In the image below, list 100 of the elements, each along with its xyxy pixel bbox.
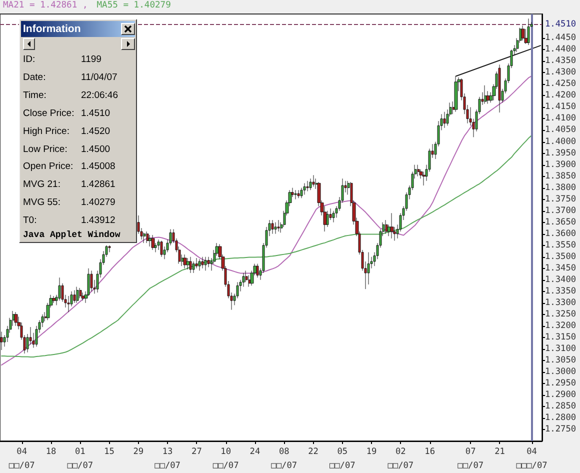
y-tick-label: 1.4100: [545, 114, 576, 124]
text: MA21 = 1.42861 ,: [3, 0, 88, 10]
candlestick: [256, 264, 259, 278]
candlestick: [146, 231, 149, 244]
annotation: 1.4520: [81, 126, 110, 138]
candlestick: [204, 256, 207, 271]
candlestick: [195, 258, 198, 269]
x-tick-label: 10 □□/07: [212, 447, 239, 471]
annotation: Time:: [23, 90, 46, 102]
y-tick-label: 1.2800: [545, 412, 576, 423]
y-tick-label: 1.3850: [545, 171, 576, 182]
y-tick-label: 1.2900: [545, 390, 576, 400]
candlestick: [390, 212, 394, 239]
annotation: Java Applet Window: [23, 229, 120, 241]
candlestick: [192, 261, 195, 274]
y-tick-label: 1.3400: [545, 274, 576, 285]
candlestick: [0, 331, 3, 350]
x-tick-label: 22: [308, 447, 318, 457]
candlestick: [385, 220, 388, 234]
y-tick-label: 1.2750: [545, 424, 576, 434]
y-tick-label: 1.3150: [545, 332, 576, 342]
candlestick: [143, 232, 146, 244]
annotation: 1199: [81, 54, 102, 66]
annotation: 1.45008: [81, 161, 116, 174]
candlestick: [73, 290, 76, 304]
x-tick-label: 29: [133, 447, 144, 457]
x-tick-label: 01 □□/07: [67, 447, 94, 471]
y-tick-label: 1.2950: [545, 378, 576, 388]
candlestick: [498, 64, 501, 113]
candlestick: [52, 296, 56, 304]
candlestick: [484, 85, 487, 104]
y-tick-label: 1.3900: [545, 160, 576, 170]
candlestick: [312, 174, 315, 187]
candlestick: [201, 256, 204, 269]
line-series: [0, 75, 532, 366]
x-tick-label: 07 □□/07: [458, 447, 484, 471]
candlestick: [306, 180, 309, 192]
candlestick: [294, 190, 297, 200]
y-tick-label: 1.3650: [545, 217, 576, 228]
annotation: 1.40279: [81, 197, 116, 210]
annotation: Date:: [23, 72, 46, 84]
y-tick-label: 1.3550: [545, 240, 576, 250]
text: MA55 = 1.40279: [96, 0, 171, 10]
y-tick-label: 1.4050: [545, 125, 576, 136]
annotation: 1.42861: [81, 179, 116, 192]
x-tick-label: 24: [250, 447, 260, 457]
y-tick-label: 1.3950: [545, 148, 576, 158]
x-tick-label: 05 □□/07: [329, 447, 356, 471]
annotation: Information: [23, 22, 81, 36]
x-tick-label: 04 □□□/07: [516, 447, 548, 471]
x-tick-label: 27: [192, 447, 202, 457]
candlestick: [274, 222, 277, 234]
y-tick-label: 1.3600: [545, 228, 576, 239]
annotation: 1.43912: [81, 215, 116, 228]
y-tick-label: 1.3350: [545, 286, 576, 296]
x-tick-label: 04 □□/07: [8, 447, 35, 471]
annotation: MVG 55:: [23, 197, 60, 210]
y-tick-label: 1.3000: [545, 366, 576, 377]
candlestick: [309, 178, 312, 190]
candlestick: [90, 270, 93, 292]
candlestick: [186, 258, 190, 270]
annotation: 1.4500: [81, 144, 110, 156]
candlestick: [271, 220, 274, 234]
annotation: MVG 21:: [23, 179, 60, 192]
x-tick-label: 21: [494, 447, 505, 457]
annotation: Low Price:: [23, 144, 68, 156]
y-tick-label: 1.4400: [545, 44, 576, 55]
annotation: 22:06:46: [81, 90, 118, 102]
candlestick: [183, 254, 187, 269]
candlestick: [76, 286, 79, 304]
y-tick-label: 1.4200: [545, 90, 576, 101]
candlestick: [527, 18, 530, 46]
candlestick: [443, 112, 446, 128]
candlestick: [297, 190, 300, 198]
annotation: Close Price:: [23, 108, 74, 120]
candlestick: [198, 258, 201, 271]
x-tick-label: 02 □□/07: [388, 447, 414, 471]
annotation: Open Price:: [23, 161, 74, 174]
y-tick-label: 1.3800: [545, 182, 576, 193]
x-tick-label: 16: [424, 447, 435, 457]
y-tick-label: 1.3300: [545, 298, 576, 308]
y-tick-label: 1.3200: [545, 320, 576, 331]
candlestick: [14, 312, 18, 326]
y-tick-label: 1.3750: [545, 194, 576, 204]
x-tick-label: 13 □□/07: [154, 447, 180, 471]
ref-line-label: 1.4510: [545, 19, 576, 30]
y-tick-label: 1.4150: [545, 102, 576, 112]
annotation: 1.4510: [81, 108, 110, 120]
candlestick: [303, 182, 306, 195]
candlestick: [189, 256, 192, 274]
candlestick: [160, 240, 163, 258]
candlestick: [151, 234, 155, 250]
y-tick-label: 1.4250: [545, 79, 576, 90]
y-tick-label: 1.3050: [545, 355, 576, 366]
x-tick-label: 18: [46, 447, 56, 457]
annotation: 11/04/07: [81, 72, 118, 84]
candlestick: [521, 25, 525, 41]
candlestick: [207, 256, 210, 268]
candlestick: [81, 292, 85, 301]
y-tick-label: 1.3500: [545, 252, 576, 262]
